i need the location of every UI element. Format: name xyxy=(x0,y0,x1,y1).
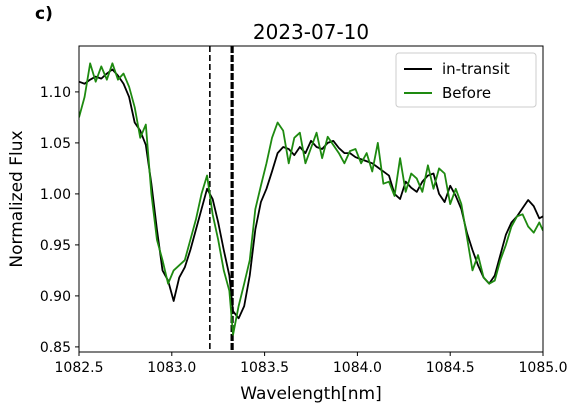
y-tick-label: 0.95 xyxy=(40,238,71,254)
panel-label: c) xyxy=(35,4,53,24)
legend-label-2: Before xyxy=(442,84,491,102)
y-tick-label: 1.00 xyxy=(40,187,71,203)
y-axis-label: Normalized Flux xyxy=(7,130,27,267)
x-tick-label: 1084.5 xyxy=(426,360,475,376)
axes: 1082.5 1083.0 1083.5 1084.0 1084.5 1085.0 0.85… xyxy=(40,85,568,376)
legend-label-1: in-transit xyxy=(442,60,510,78)
x-tick-label: 1083.0 xyxy=(147,360,196,376)
chart-title: 2023-07-10 xyxy=(253,20,369,44)
plot-clip-group xyxy=(79,46,543,352)
y-tick-label: 1.05 xyxy=(40,136,71,152)
x-tick-label: 1083.5 xyxy=(240,360,289,376)
x-tick-label: 1085.0 xyxy=(519,360,568,376)
y-tick-label: 0.85 xyxy=(40,340,71,356)
series-line-before xyxy=(79,62,543,336)
plot-area xyxy=(79,46,543,352)
plot-frame xyxy=(78,45,544,353)
legend: in-transit Before xyxy=(395,52,537,108)
y-tick-label: 1.10 xyxy=(40,85,71,101)
x-tick-label: 1084.0 xyxy=(333,360,382,376)
y-tick-label: 0.90 xyxy=(40,289,71,305)
x-tick-label: 1082.5 xyxy=(55,360,104,376)
x-axis-label: Wavelength[nm] xyxy=(240,384,381,404)
